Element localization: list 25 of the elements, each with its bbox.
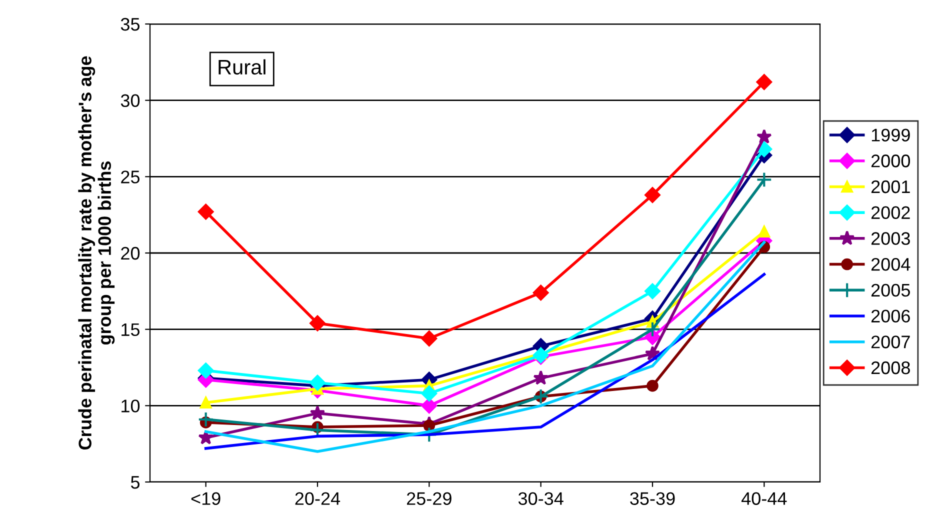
legend-label: 2008 xyxy=(871,361,910,374)
legend-label: 2004 xyxy=(871,258,910,271)
annotation: Rural xyxy=(218,59,266,75)
x-tick-label: 25-29 xyxy=(406,492,452,505)
y-tick-label: 5 xyxy=(130,476,140,489)
y-tick-label: 10 xyxy=(122,400,140,412)
legend-label: 1999 xyxy=(872,128,910,142)
legend-label: 2005 xyxy=(871,284,910,297)
y-tick-label: 25 xyxy=(121,170,140,184)
y-tick-label: 20 xyxy=(121,246,140,260)
y-axis-title: Crude perinatal mortality rate by mother's age group per 1000 births xyxy=(78,56,115,450)
x-tick-label: 30-34 xyxy=(518,492,564,505)
legend-label: 2001 xyxy=(871,180,910,194)
legend-label: 2000 xyxy=(871,154,910,168)
legend-label: 2002 xyxy=(871,206,910,220)
legend-label: 2006 xyxy=(871,310,910,322)
y-tick-label: 15 xyxy=(122,323,140,336)
y-tick-label: 35 xyxy=(120,18,140,31)
y-tick-label: 30 xyxy=(120,94,140,108)
legend-label: 2007 xyxy=(871,336,910,348)
legend-label: 2003 xyxy=(871,232,910,245)
x-tick-label: <19 xyxy=(191,492,220,505)
x-tick-label: 20-24 xyxy=(295,492,340,505)
x-tick-label: 35-39 xyxy=(630,492,675,505)
x-tick-label: 40-44 xyxy=(741,492,787,505)
